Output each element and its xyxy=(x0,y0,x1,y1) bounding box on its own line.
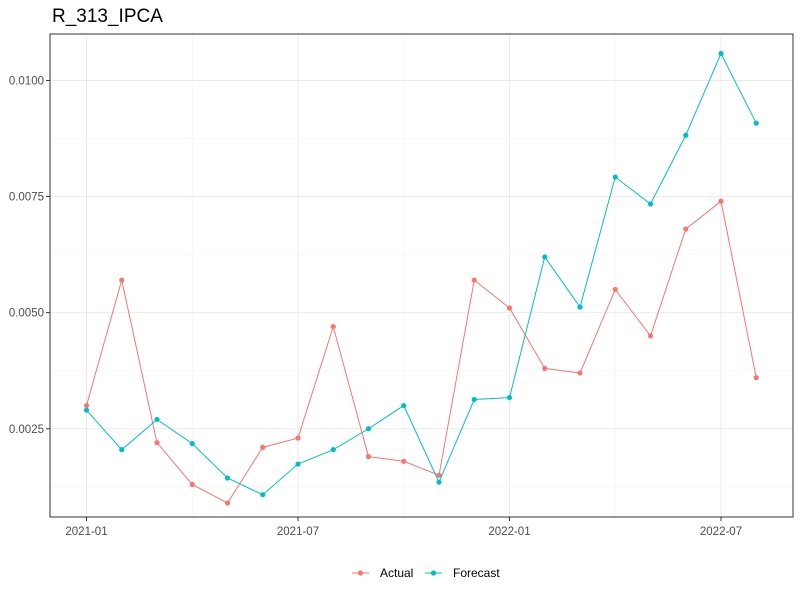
legend-key-point xyxy=(357,570,364,576)
data-point xyxy=(330,447,336,453)
data-point xyxy=(471,396,477,403)
axes: 0.0025 0.0050 0.0075 0.0100 2021-01 2021-07 20… xyxy=(9,75,742,538)
grid-lines xyxy=(50,34,793,517)
series-actual xyxy=(83,198,759,506)
data-point xyxy=(295,435,301,441)
data-point xyxy=(753,375,759,381)
data-point xyxy=(224,475,231,481)
data-point xyxy=(401,402,407,409)
data-point xyxy=(577,370,583,376)
data-point xyxy=(224,500,231,506)
data-point xyxy=(683,226,689,232)
x-tick-label: 2021-01 xyxy=(65,526,107,538)
data-point xyxy=(612,286,618,293)
data-point xyxy=(683,132,689,138)
data-point xyxy=(471,277,477,283)
data-point xyxy=(577,304,583,310)
data-point xyxy=(612,174,618,180)
data-point xyxy=(647,333,654,339)
data-point xyxy=(330,323,336,330)
data-point xyxy=(401,458,407,464)
y-tick-label: 0.0100 xyxy=(9,75,44,87)
series-line-actual xyxy=(86,200,757,504)
data-point xyxy=(119,447,125,453)
legend-item-actual: Actual xyxy=(352,566,413,580)
y-tick-label: 0.0025 xyxy=(9,424,44,436)
data-point xyxy=(189,481,195,488)
data-point xyxy=(154,416,160,423)
data-point xyxy=(542,254,548,260)
y-tick-label: 0.0050 xyxy=(9,308,44,320)
data-point xyxy=(647,201,654,207)
legend-label: Actual xyxy=(380,566,413,580)
y-tick-label: 0.0075 xyxy=(9,192,44,204)
data-point xyxy=(260,444,266,450)
legend-item-forecast: Forecast xyxy=(425,566,500,580)
x-tick-label: 2021-07 xyxy=(277,526,319,538)
data-point xyxy=(436,472,442,478)
data-point xyxy=(83,407,90,413)
data-point xyxy=(365,454,372,460)
data-point xyxy=(718,50,724,57)
data-point xyxy=(154,440,160,446)
plot-panel xyxy=(49,33,794,518)
data-point xyxy=(83,402,90,409)
data-point xyxy=(189,441,195,447)
legend-key-point xyxy=(430,570,437,576)
data-point xyxy=(365,426,372,432)
data-point xyxy=(119,277,125,283)
series-layer xyxy=(83,50,759,506)
legend: Actual Forecast xyxy=(352,566,500,580)
data-point xyxy=(542,365,548,371)
x-tick-label: 2022-07 xyxy=(700,526,742,538)
legend-label: Forecast xyxy=(453,566,500,580)
data-point xyxy=(295,461,301,467)
data-point xyxy=(506,395,513,401)
series-forecast xyxy=(83,50,759,498)
data-point xyxy=(718,198,724,204)
data-point xyxy=(753,120,759,126)
data-point xyxy=(436,479,442,485)
x-tick-label: 2022-01 xyxy=(488,526,530,538)
series-line-forecast xyxy=(86,52,757,496)
data-point xyxy=(506,305,513,311)
chart-title: R_313_IPCA xyxy=(52,6,163,27)
data-point xyxy=(260,492,266,498)
